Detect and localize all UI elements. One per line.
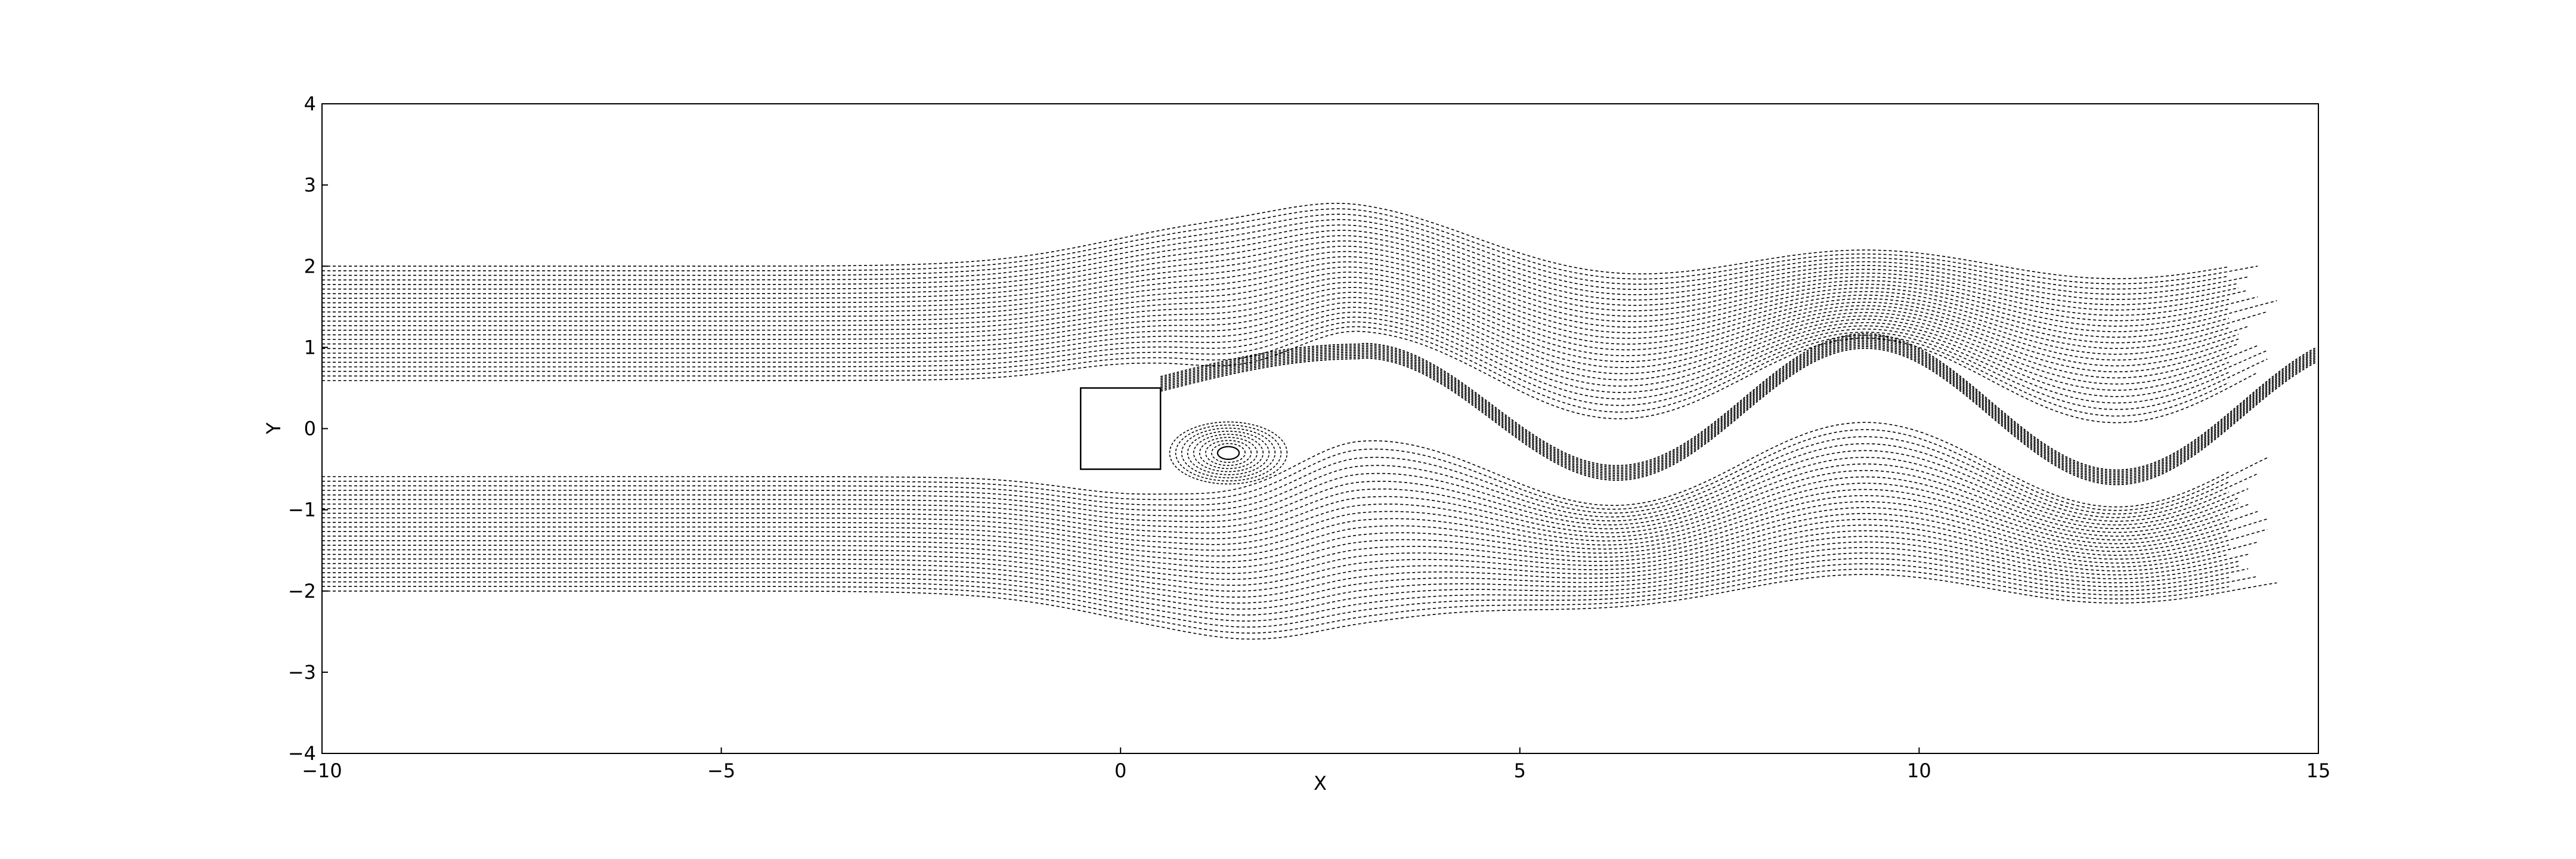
streamline [322,256,2277,332]
vortex-streamline [1216,446,1240,461]
streamline [322,316,2230,404]
streamline [322,240,2230,316]
streamline [322,321,2268,410]
streamline [322,292,2239,373]
streamline [322,245,2258,322]
vortex-streamline [1205,440,1252,466]
streamline [322,224,2239,300]
streamline [322,541,2239,604]
streamline [322,563,2258,628]
x-tick-label: 15 [2306,759,2331,782]
streamline [322,214,2230,290]
y-tick-label: 2 [304,255,316,277]
streamline [322,436,2230,515]
streamline [322,524,2258,586]
streamline [322,266,2268,344]
streamlines-group [322,202,2317,640]
y-tick-label: 1 [304,336,316,359]
streamline [322,552,2249,616]
y-tick-label: −4 [288,742,316,765]
streamline [322,422,2230,508]
streamline [322,476,2249,540]
vortex-streamline [1175,424,1282,482]
streamline [322,546,2239,610]
vortex-streamline [1211,443,1246,463]
streamline [322,574,2277,640]
streamline [322,230,2239,305]
vortex-streamline [1187,431,1270,475]
y-axis-ticks: −4 −3 −2 −1 0 1 2 3 4 [288,92,328,765]
x-tick-label: 10 [1907,759,1931,782]
x-tick-label: −5 [707,759,735,782]
streamline [322,208,2258,285]
square-obstacle [1079,387,1162,470]
vortex-streamline [1169,421,1288,485]
streamline [322,202,2230,280]
streamline [322,530,2230,592]
streamline [322,501,2268,563]
streamline [322,287,2239,367]
streamline [322,326,2230,417]
streamline [322,558,2230,622]
streamline [322,282,2239,361]
y-tick-label: 3 [304,174,316,196]
x-axis-label: X [1314,772,1327,795]
streamline [322,495,2230,557]
vortex-streamline [1181,427,1276,478]
streamline [322,276,2249,355]
y-tick-label: −1 [288,499,316,521]
vortex-streamline [1193,434,1264,472]
x-axis-ticks: −10 −5 0 5 10 15 [302,747,2330,782]
streamline [322,302,2258,385]
streamline [322,235,2249,311]
streamline [322,469,2239,534]
streamline [322,311,2268,397]
y-tick-label: −2 [288,580,316,602]
y-tick-label: 4 [304,92,316,115]
streamline [322,296,2230,379]
streamline [322,483,2230,545]
streamline [322,271,2230,350]
streamline [322,463,2239,530]
streamline [322,518,2230,580]
streamline [322,568,2230,634]
streamline [322,489,2258,551]
streamline [322,443,2258,518]
y-tick-label: 0 [304,418,316,440]
streamline [322,507,2230,568]
streamline [322,456,2249,526]
streamline [322,429,2268,511]
streamline [322,261,2230,338]
streamline [322,330,2258,424]
y-axis-label: Y [262,422,285,435]
streamline [322,512,2268,574]
y-tick-label: −3 [288,661,316,684]
x-tick-label: 5 [1514,759,1526,782]
streamline [322,450,2230,522]
x-tick-label: 0 [1114,759,1126,782]
vortex-streamline [1199,437,1258,469]
x-tick-label: −10 [302,759,342,782]
streamline [322,251,2230,327]
streamline [322,307,2230,391]
streamline [322,219,2249,295]
